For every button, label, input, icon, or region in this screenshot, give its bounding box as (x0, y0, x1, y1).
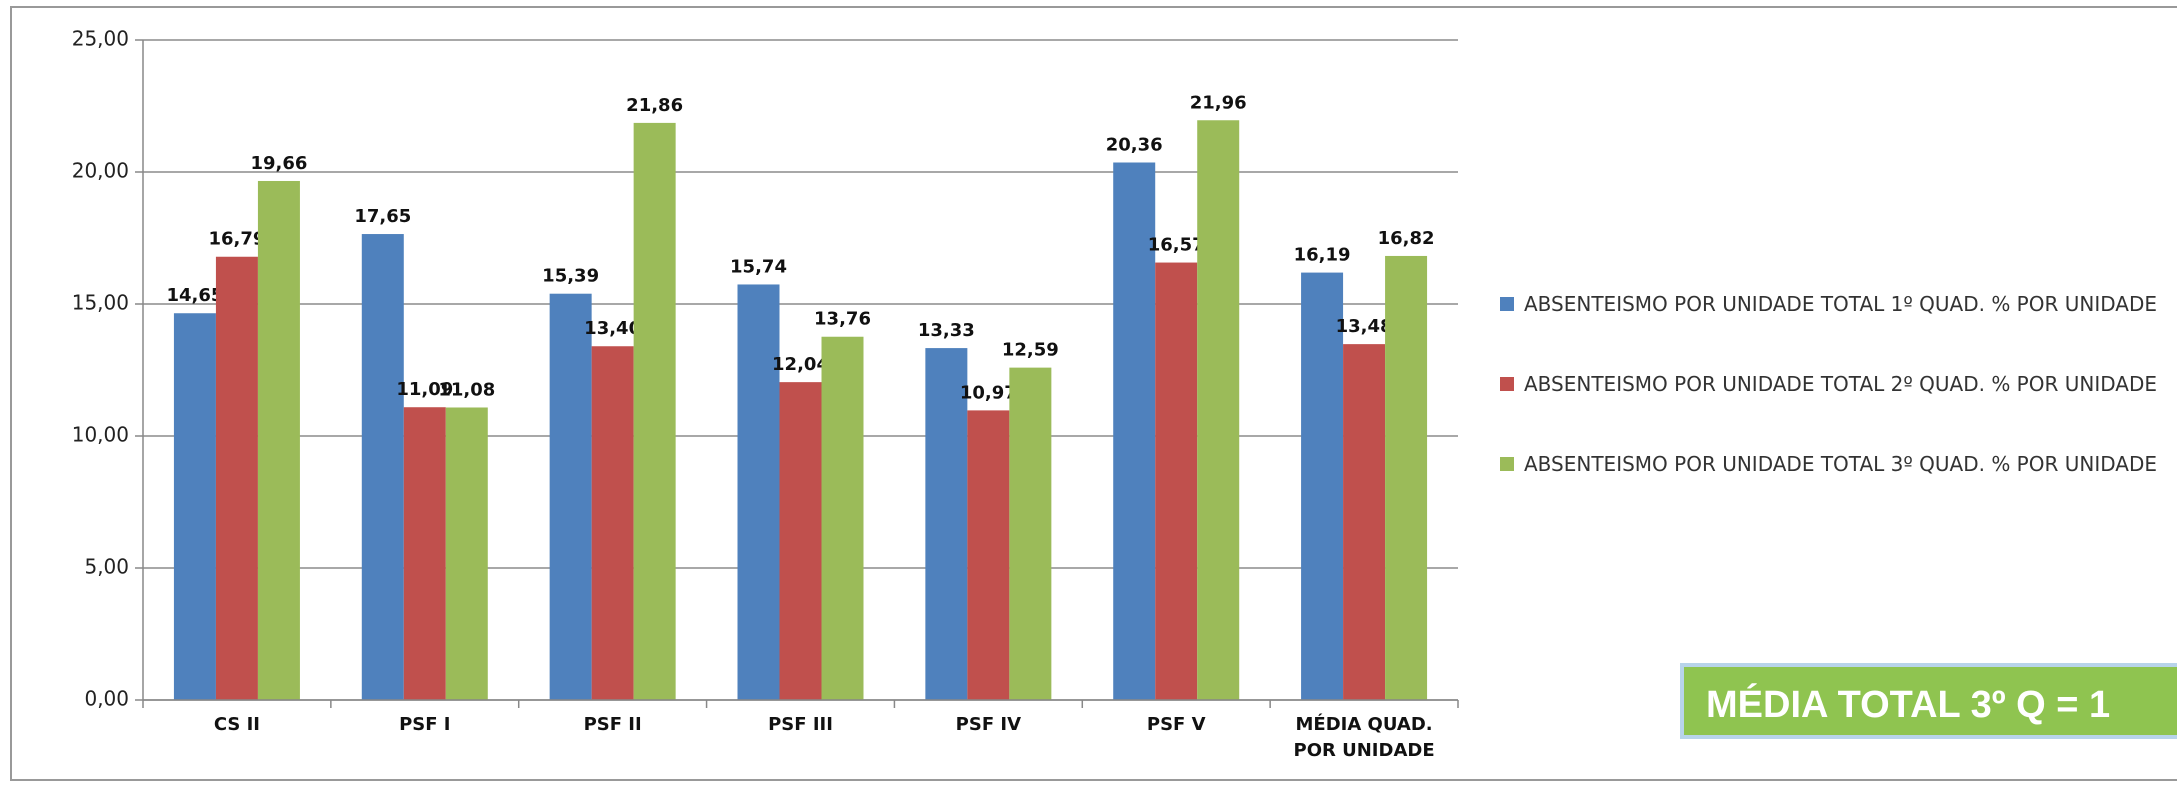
x-tick-label: MÉDIA QUAD. POR UNIDADE (1293, 714, 1435, 761)
value-label: 16,19 (1294, 245, 1351, 266)
x-tick-label: PSF I (399, 714, 451, 735)
value-label: 21,96 (1190, 92, 1247, 113)
legend-swatch (1500, 297, 1514, 311)
y-tick-label: 20,00 (72, 159, 129, 183)
value-label: 20,36 (1106, 134, 1163, 155)
bar (1197, 120, 1240, 701)
bar (737, 284, 780, 700)
value-label: 13,76 (814, 309, 871, 330)
legend-swatch (1500, 377, 1514, 391)
x-tick-label: PSF II (583, 714, 642, 735)
value-label: 16,82 (1378, 228, 1435, 249)
annotation-box: MÉDIA TOTAL 3º Q = 1 (1680, 663, 2177, 739)
value-label: 19,66 (250, 153, 307, 174)
bar (549, 293, 592, 700)
value-label: 10,97 (960, 382, 1017, 403)
bar (779, 382, 822, 700)
bar (1343, 344, 1386, 700)
value-label: 13,33 (918, 320, 975, 341)
y-tick-label: 5,00 (84, 555, 129, 579)
value-label: 15,74 (730, 256, 787, 277)
bar (633, 122, 676, 701)
legend-label: ABSENTEISMO POR UNIDADE TOTAL 3º QUAD. %… (1524, 452, 2157, 476)
bar (215, 256, 258, 700)
x-tick-label: CS II (213, 714, 260, 735)
value-label: 17,65 (354, 206, 411, 227)
value-label: 13,40 (584, 318, 641, 339)
y-tick-label: 10,00 (72, 423, 129, 447)
y-tick-label: 25,00 (72, 27, 129, 51)
y-tick-label: 0,00 (84, 687, 129, 711)
value-label: 21,86 (626, 95, 683, 116)
bar (445, 407, 488, 700)
bar (967, 410, 1010, 700)
legend-swatch (1500, 457, 1514, 471)
bar (361, 234, 404, 701)
value-label: 16,57 (1148, 235, 1205, 256)
value-label: 15,39 (542, 266, 599, 287)
bar (173, 313, 216, 700)
value-label: 12,04 (772, 354, 829, 375)
bar (403, 407, 446, 700)
legend-label: ABSENTEISMO POR UNIDADE TOTAL 2º QUAD. %… (1524, 372, 2157, 396)
bar (925, 348, 968, 700)
value-label: 13,48 (1336, 316, 1393, 337)
bar (1385, 255, 1428, 700)
bar (257, 180, 300, 700)
bar (1301, 272, 1344, 700)
y-tick-label: 15,00 (72, 291, 129, 315)
x-tick-label: PSF IV (955, 714, 1022, 735)
legend-label: ABSENTEISMO POR UNIDADE TOTAL 1º QUAD. %… (1524, 292, 2157, 316)
x-tick-label: PSF V (1146, 714, 1206, 735)
value-label: 11,08 (438, 379, 495, 400)
bar (821, 336, 864, 700)
x-tick-label: PSF III (768, 714, 833, 735)
bar (591, 346, 634, 700)
chart-frame (10, 6, 2177, 781)
value-label: 14,65 (166, 285, 223, 306)
value-label: 11,09 (396, 379, 453, 400)
value-label: 16,79 (208, 229, 265, 250)
value-label: 12,59 (1002, 340, 1059, 361)
bar (1113, 162, 1156, 701)
bar (1155, 262, 1198, 700)
bar (1009, 367, 1052, 700)
